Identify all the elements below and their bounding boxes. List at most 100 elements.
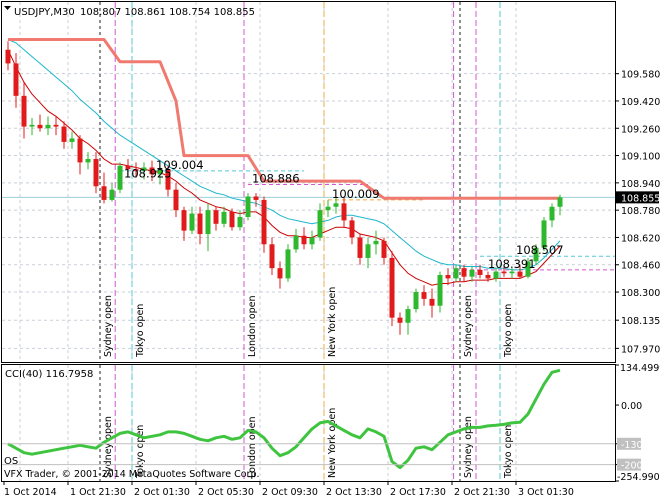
chart-header: USDJPY,M30 108.807 108.861 108.754 108.8… [4,6,255,18]
candle-body [357,237,363,258]
candle-body [269,244,275,269]
session-label: Sydney open [103,416,114,478]
candle [493,268,499,282]
x-tick-label: 2 Oct 05:30 [198,487,254,498]
candle-body [285,249,291,279]
candle-body [213,210,219,224]
candle-body [5,49,11,64]
copyright-text: VFX Trader, © 2001-2014 MetaQuotes Softw… [4,469,260,480]
candle-body [109,189,115,200]
candle [261,196,267,253]
candle-body [421,292,427,299]
candle [13,53,19,108]
candle [21,82,27,139]
candle-body [397,317,403,323]
candle [509,268,515,279]
candle [477,264,483,279]
candle [525,257,531,279]
candle-body [277,268,283,279]
candle [373,230,379,255]
candle [549,203,555,228]
candle-body [229,211,235,228]
candle [197,206,203,245]
session-label: Sydney open [103,295,114,357]
symbol-timeframe: USDJPY,M30 [14,7,75,18]
candle-body [53,124,59,127]
candle [325,199,331,217]
cci-title: CCI(40) 116.7958 [5,369,93,380]
candle-body [165,169,171,190]
y-tick-label: 108.940 [621,179,660,190]
candle-body [333,203,339,207]
candle [245,193,251,221]
cci-axis: 134.4999 0.00 -130 -200-254.9903 [2,363,660,483]
candle-body [349,220,355,238]
candle [37,114,43,132]
dropdown-triangle-icon[interactable] [4,6,11,10]
candle-body [413,292,419,310]
session-label: Tokyo open [503,304,514,358]
candle [149,160,155,182]
candle-body [525,261,531,277]
candle [269,237,275,275]
candle [253,193,259,207]
candle-body [37,124,43,129]
candle [5,41,11,71]
candle-body [293,235,299,250]
candle-body [245,196,251,217]
candle-body [77,138,83,163]
candle-body [365,244,371,258]
candle-body [205,210,211,235]
candle-body [485,274,491,279]
y-tick-label: 108.620 [621,233,660,244]
candle-body [437,274,443,306]
candle [125,158,131,177]
price-axis: 109.580 109.420 109.260 109.100 108.940 108.7… [615,70,660,355]
indicator-panel-frame [1,364,616,482]
candle-body [317,210,323,238]
candle [333,196,339,214]
candle [181,206,187,241]
candle-body [21,95,27,127]
candle-body [533,247,539,262]
candle-body [61,126,67,142]
candle [389,251,395,327]
price-annotation: 109.004 [156,158,204,172]
candle-body [101,186,107,200]
price-annotation: 108.391 [488,257,536,271]
candle-body [133,169,139,171]
y-tick-label: 0.00 [621,401,642,412]
candle [293,228,299,253]
candle [405,305,411,335]
ema-slow-line [7,39,561,271]
candle-body [501,271,507,274]
candle-body [13,63,19,96]
candle [173,182,179,217]
candle-body [461,268,467,277]
candle [533,244,539,265]
session-labels-main: Sydney open Tokyo open London open New York… [103,287,514,358]
candle-body [181,210,187,231]
candle [205,203,211,252]
session-label: New York open [327,408,338,478]
candle-body [93,158,99,187]
candle-body [173,189,179,211]
candle-body [149,167,155,175]
candle [213,206,219,231]
candle [301,227,307,250]
level-box [617,437,641,450]
y-tick-label: 109.260 [621,124,660,135]
x-tick-label: 1 Oct 21:30 [70,487,126,498]
candle-body [541,220,547,248]
candle-body [197,213,203,235]
candle-body [469,269,475,277]
candle [469,266,475,282]
candle-body [253,196,259,200]
y-tick-label: 109.420 [621,97,660,108]
candle [61,121,67,149]
x-tick-label: 2 Oct 17:30 [390,487,446,498]
time-axis: 1 Oct 2014 1 Oct 21:30 2 Oct 01:30 2 Oct 05… [3,481,574,498]
candle [357,234,363,265]
